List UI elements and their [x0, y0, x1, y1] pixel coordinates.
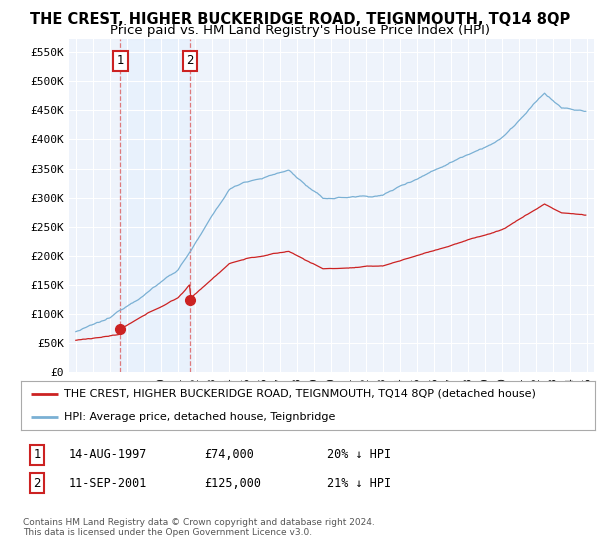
Text: Contains HM Land Registry data © Crown copyright and database right 2024.
This d: Contains HM Land Registry data © Crown c…: [23, 518, 374, 538]
Text: 14-AUG-1997: 14-AUG-1997: [69, 448, 148, 461]
Text: 2: 2: [34, 477, 41, 490]
Text: £74,000: £74,000: [204, 448, 254, 461]
Text: 11-SEP-2001: 11-SEP-2001: [69, 477, 148, 490]
Text: Price paid vs. HM Land Registry's House Price Index (HPI): Price paid vs. HM Land Registry's House …: [110, 24, 490, 37]
Text: THE CREST, HIGHER BUCKERIDGE ROAD, TEIGNMOUTH, TQ14 8QP (detached house): THE CREST, HIGHER BUCKERIDGE ROAD, TEIGN…: [64, 389, 536, 399]
Text: 1: 1: [117, 54, 124, 67]
Text: 1: 1: [34, 448, 41, 461]
Text: HPI: Average price, detached house, Teignbridge: HPI: Average price, detached house, Teig…: [64, 412, 335, 422]
Text: 2: 2: [187, 54, 194, 67]
Bar: [121, 39, 190, 372]
Text: 21% ↓ HPI: 21% ↓ HPI: [327, 477, 391, 490]
Text: THE CREST, HIGHER BUCKERIDGE ROAD, TEIGNMOUTH, TQ14 8QP: THE CREST, HIGHER BUCKERIDGE ROAD, TEIGN…: [30, 12, 570, 27]
Text: £125,000: £125,000: [204, 477, 261, 490]
Text: 20% ↓ HPI: 20% ↓ HPI: [327, 448, 391, 461]
